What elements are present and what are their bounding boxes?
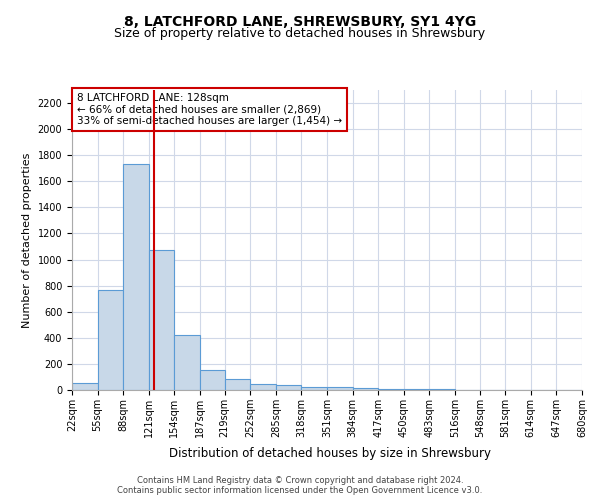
- Text: 8, LATCHFORD LANE, SHREWSBURY, SY1 4YG: 8, LATCHFORD LANE, SHREWSBURY, SY1 4YG: [124, 15, 476, 29]
- Bar: [378, 389, 404, 390]
- Bar: [123, 164, 149, 390]
- Bar: [327, 388, 353, 390]
- Text: 8 LATCHFORD LANE: 128sqm
← 66% of detached houses are smaller (2,869)
33% of sem: 8 LATCHFORD LANE: 128sqm ← 66% of detach…: [77, 93, 342, 126]
- Bar: [200, 370, 224, 390]
- Bar: [175, 335, 200, 390]
- Bar: [224, 379, 250, 390]
- Text: Contains HM Land Registry data © Crown copyright and database right 2024.
Contai: Contains HM Land Registry data © Crown c…: [118, 476, 482, 495]
- Text: Distribution of detached houses by size in Shrewsbury: Distribution of detached houses by size …: [169, 448, 491, 460]
- Text: Size of property relative to detached houses in Shrewsbury: Size of property relative to detached ho…: [115, 28, 485, 40]
- Bar: [72, 383, 98, 390]
- Bar: [353, 388, 378, 390]
- Bar: [250, 384, 276, 390]
- Y-axis label: Number of detached properties: Number of detached properties: [22, 152, 32, 328]
- Bar: [98, 290, 123, 390]
- Bar: [301, 386, 327, 390]
- Bar: [276, 385, 301, 390]
- Bar: [149, 250, 175, 390]
